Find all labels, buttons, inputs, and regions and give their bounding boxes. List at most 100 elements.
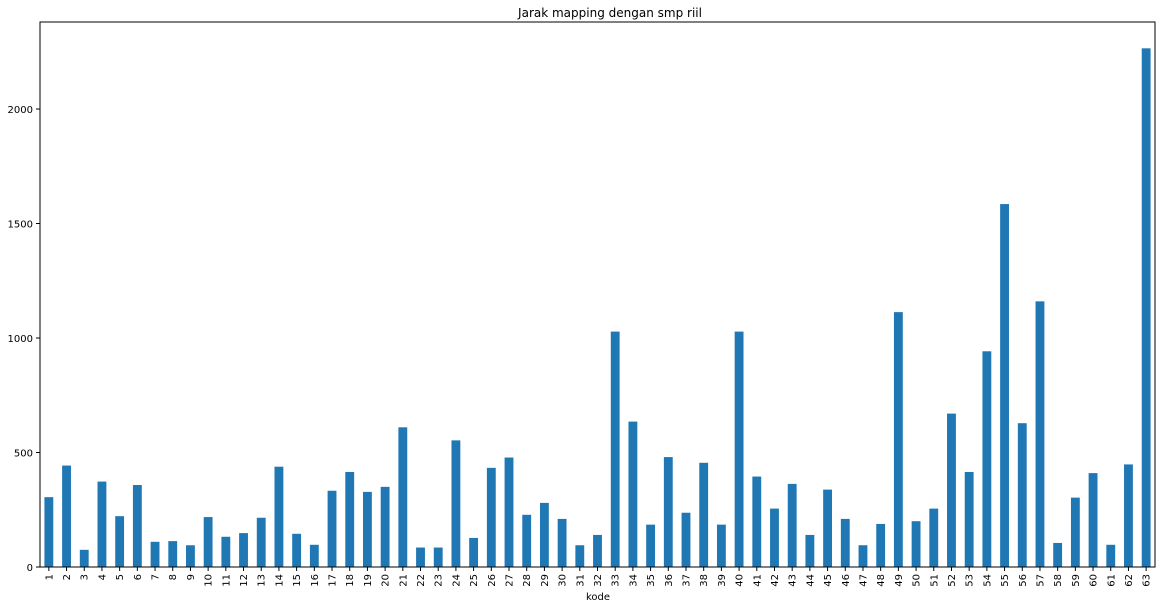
bar-51	[929, 508, 939, 567]
x-tick-label: 61	[1106, 574, 1117, 587]
bar-25	[469, 537, 479, 567]
bar-59	[1070, 497, 1080, 567]
bar-28	[522, 514, 532, 567]
bar-27	[504, 457, 514, 567]
x-tick-label: 59	[1071, 574, 1082, 587]
x-tick-label: 9	[186, 574, 197, 580]
bars	[44, 48, 1151, 567]
bar-30	[557, 518, 567, 567]
x-tick-label: 33	[611, 574, 622, 587]
y-tick-label: 0	[27, 563, 33, 574]
bar-1	[44, 497, 54, 567]
x-tick-label: 62	[1124, 574, 1135, 587]
x-tick-label: 12	[239, 574, 250, 587]
x-tick-label: 38	[699, 574, 710, 587]
x-tick-label: 34	[628, 574, 639, 587]
bar-55	[1000, 204, 1009, 567]
x-tick-label: 20	[381, 574, 392, 587]
x-tick-label: 43	[788, 574, 799, 587]
bar-13	[256, 517, 266, 567]
y-axis: 0 500 1000 1500 2000	[8, 105, 40, 574]
bar-63	[1141, 48, 1151, 567]
bar-29	[539, 502, 549, 567]
bar-56	[1017, 423, 1027, 567]
bar-20	[380, 486, 390, 567]
plot-frame	[39, 21, 1156, 568]
x-tick-label: 14	[274, 574, 285, 587]
bar-34	[628, 421, 638, 567]
bar-31	[575, 545, 585, 567]
bar-54	[982, 351, 992, 567]
x-tick-label: 39	[717, 574, 728, 587]
bar-5	[115, 516, 125, 567]
x-tick-label: 52	[947, 574, 958, 587]
bar-32	[593, 534, 602, 567]
x-tick-label: 49	[894, 574, 905, 587]
y-tick-label: 2000	[8, 105, 33, 116]
x-tick-label: 29	[540, 574, 551, 587]
x-tick-label: 26	[487, 574, 498, 587]
bar-61	[1106, 544, 1116, 567]
x-tick-label: 58	[1053, 574, 1064, 587]
bar-35	[646, 524, 656, 567]
bar-2	[62, 465, 71, 567]
x-tick-label: 21	[398, 574, 409, 587]
bar-4	[97, 481, 107, 567]
bar-53	[964, 471, 974, 567]
bar-17	[327, 490, 337, 567]
x-tick-label: 53	[965, 574, 976, 587]
bar-9	[186, 545, 195, 567]
bar-58	[1053, 542, 1063, 567]
x-tick-label: 40	[735, 574, 746, 587]
bar-14	[274, 466, 284, 567]
x-tick-label: 57	[1035, 574, 1046, 587]
x-tick-label: 35	[646, 574, 657, 587]
x-tick-label: 51	[929, 574, 940, 587]
x-tick-label: 10	[204, 574, 215, 587]
bar-50	[911, 521, 921, 567]
x-tick-label: 4	[97, 574, 108, 580]
bar-40	[734, 331, 744, 567]
x-tick-label: 48	[876, 574, 887, 587]
bar-8	[168, 541, 178, 567]
bar-23	[433, 547, 443, 567]
bar-6	[132, 485, 142, 567]
bar-10	[203, 517, 213, 567]
bar-43	[787, 483, 797, 567]
x-tick-label: 8	[168, 574, 179, 580]
x-tick-label: 44	[805, 574, 816, 587]
bar-18	[345, 471, 355, 567]
bar-49	[893, 312, 903, 567]
bar-60	[1088, 473, 1098, 567]
x-tick-label: 24	[451, 574, 462, 587]
x-tick-label: 23	[434, 574, 445, 587]
bar-42	[770, 508, 779, 567]
x-tick-label: 1	[44, 574, 55, 580]
x-tick-label: 6	[133, 574, 144, 580]
x-tick-label: 55	[1000, 574, 1011, 587]
y-tick-label: 500	[14, 449, 33, 460]
x-tick-label: 32	[593, 574, 604, 587]
bar-3	[79, 549, 89, 567]
x-tick-label: 41	[752, 574, 763, 587]
bar-24	[451, 440, 461, 567]
bar-45	[823, 489, 833, 567]
x-tick-label: 18	[345, 574, 356, 587]
y-tick-label: 1500	[8, 220, 33, 231]
x-tick-label: 36	[664, 574, 675, 587]
bar-52	[947, 413, 956, 567]
bar-19	[362, 491, 372, 567]
x-tick-label: 54	[982, 574, 993, 587]
x-tick-label: 45	[823, 574, 834, 587]
x-tick-label: 60	[1089, 574, 1100, 587]
x-tick-label: 37	[681, 574, 692, 587]
x-tick-label: 2	[62, 574, 73, 580]
x-tick-label: 5	[115, 574, 126, 580]
x-tick-label: 22	[416, 574, 427, 587]
bar-11	[221, 536, 231, 567]
bar-62	[1124, 464, 1133, 567]
x-tick-label: 31	[575, 574, 586, 587]
bar-46	[840, 518, 850, 567]
x-tick-label: 16	[310, 574, 321, 587]
